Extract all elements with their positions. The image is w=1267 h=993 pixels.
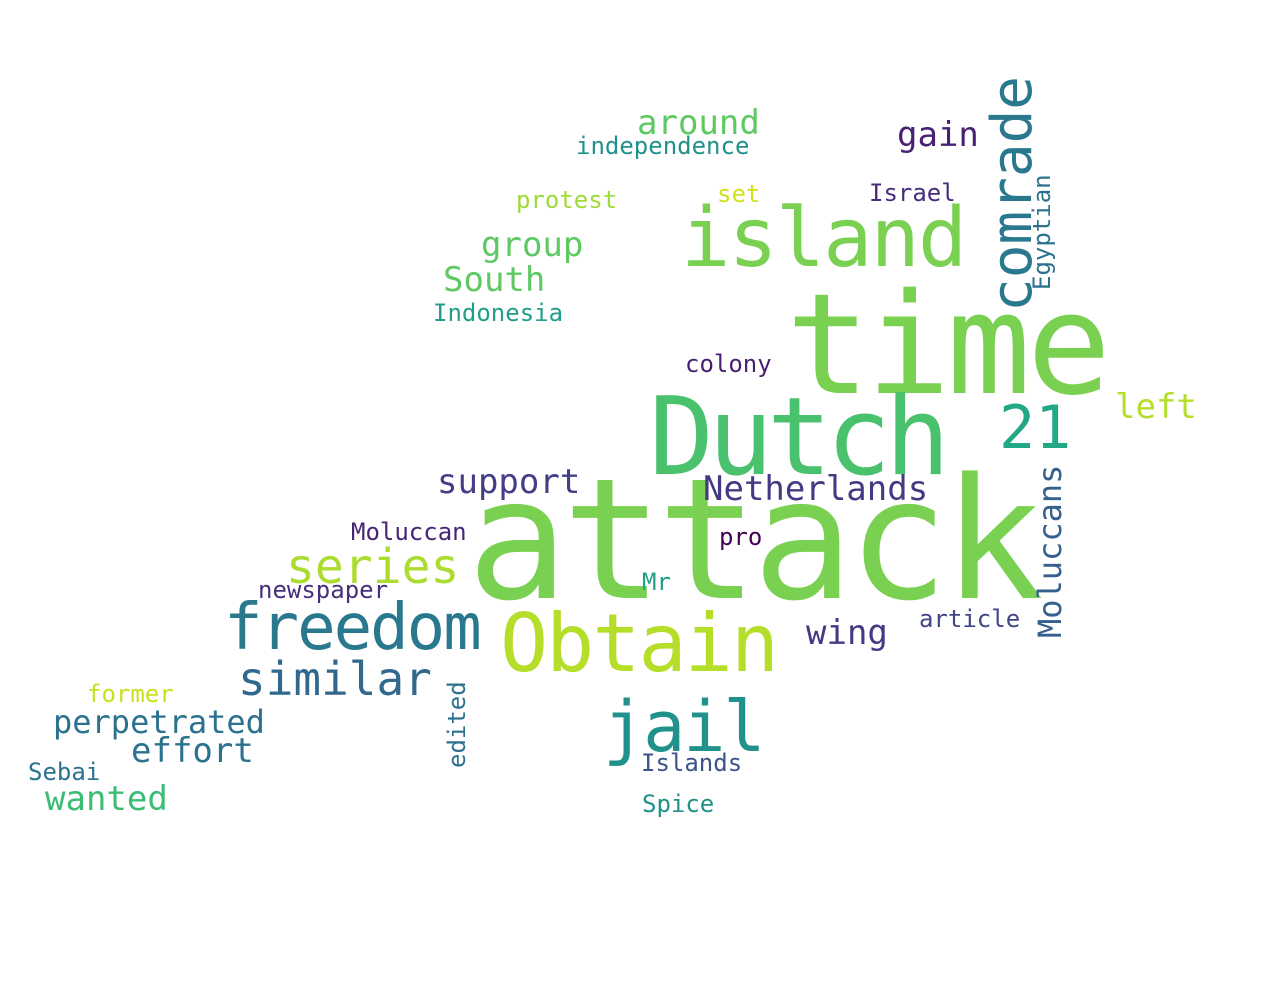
word-independence: independence [576,132,750,160]
word-former: former [87,680,174,708]
word-islands: Islands [641,749,743,777]
word-indonesia: Indonesia [433,299,564,327]
word-gain: gain [897,115,979,155]
word-support: support [437,462,581,502]
word-dutch: Dutch [649,375,950,500]
word-moluccan: Moluccan [351,518,467,546]
word-21: 21 [999,393,1072,463]
word-colony: colony [685,350,772,378]
word-perpetrated: perpetrated [53,703,265,741]
word-article: article [919,605,1021,633]
word-edited: edited [443,681,471,768]
word-left: left [1115,387,1197,427]
word-island: island [681,191,967,286]
word-jail: jail [603,686,766,768]
word-time: time [786,264,1111,427]
word-sebai: Sebai [28,758,101,786]
word-freedom: freedom [224,591,482,665]
word-group: group [481,225,584,265]
word-set: set [717,180,761,208]
word-netherlands: Netherlands [703,469,929,509]
word-moluccans: Moluccans [1031,464,1069,638]
word-mr: Mr [642,568,671,596]
word-around: around [637,103,760,143]
word-spice: Spice [642,790,715,818]
word-protest: protest [516,186,618,214]
word-obtain: Obtain [500,597,779,690]
word-wanted: wanted [45,779,168,819]
word-attack: attack [467,442,1044,638]
word-effort: effort [131,731,254,771]
word-newspaper: newspaper [258,576,389,604]
word-wing: wing [806,613,888,653]
word-south: South [443,260,546,300]
word-pro: pro [719,523,763,551]
word-israel: Israel [869,179,956,207]
word-egyptian: Egyptian [1028,174,1056,290]
word-series: series [286,539,460,595]
word-similar: similar [238,652,432,706]
